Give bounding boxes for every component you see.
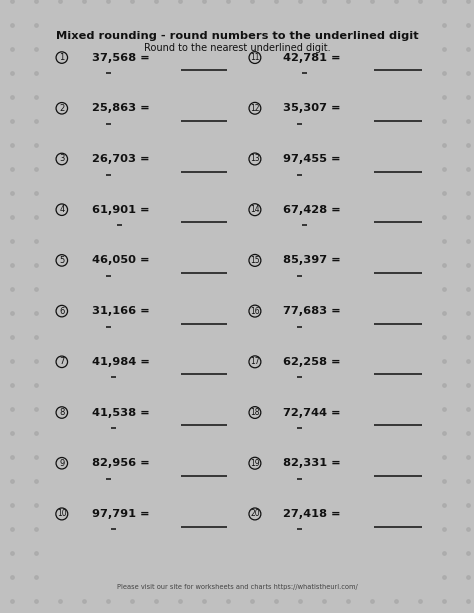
- Text: 4: 4: [59, 205, 64, 214]
- Text: 25,863 =: 25,863 =: [91, 103, 149, 113]
- Text: 82,956 =: 82,956 =: [91, 459, 149, 468]
- Text: 19: 19: [250, 459, 260, 468]
- Text: 26,703 =: 26,703 =: [91, 154, 149, 164]
- Text: 41,538 =: 41,538 =: [91, 408, 149, 417]
- Text: 31,166 =: 31,166 =: [91, 306, 149, 316]
- Text: 2: 2: [59, 104, 64, 113]
- Text: 14: 14: [250, 205, 260, 214]
- Text: 37,568 =: 37,568 =: [91, 53, 149, 63]
- Text: Round to the nearest underlined digit.: Round to the nearest underlined digit.: [144, 42, 330, 53]
- Text: 5: 5: [59, 256, 64, 265]
- Text: 3: 3: [59, 154, 64, 164]
- Text: 13: 13: [250, 154, 260, 164]
- Text: 16: 16: [250, 306, 260, 316]
- Text: 8: 8: [59, 408, 64, 417]
- Text: 18: 18: [250, 408, 260, 417]
- Text: 67,428 =: 67,428 =: [283, 205, 340, 215]
- Text: 17: 17: [250, 357, 260, 367]
- Text: 15: 15: [250, 256, 260, 265]
- Text: 9: 9: [59, 459, 64, 468]
- Text: 97,791 =: 97,791 =: [91, 509, 149, 519]
- Text: 1: 1: [59, 53, 64, 62]
- Text: Mixed rounding - round numbers to the underlined digit: Mixed rounding - round numbers to the un…: [55, 31, 419, 41]
- Text: 11: 11: [250, 53, 260, 62]
- Text: 72,744 =: 72,744 =: [283, 408, 340, 417]
- Text: 27,418 =: 27,418 =: [283, 509, 340, 519]
- Text: 42,781 =: 42,781 =: [283, 53, 340, 63]
- Text: 85,397 =: 85,397 =: [283, 256, 340, 265]
- Text: 7: 7: [59, 357, 64, 367]
- Text: 10: 10: [57, 509, 67, 519]
- Text: 41,984 =: 41,984 =: [91, 357, 149, 367]
- Text: 77,683 =: 77,683 =: [283, 306, 340, 316]
- Text: 82,331 =: 82,331 =: [283, 459, 340, 468]
- Text: 46,050 =: 46,050 =: [91, 256, 149, 265]
- Text: 97,455 =: 97,455 =: [283, 154, 340, 164]
- Text: 35,307 =: 35,307 =: [283, 103, 340, 113]
- Text: 6: 6: [59, 306, 64, 316]
- Text: 20: 20: [250, 509, 260, 519]
- Text: 12: 12: [250, 104, 260, 113]
- Text: 62,258 =: 62,258 =: [283, 357, 340, 367]
- Text: 61,901 =: 61,901 =: [91, 205, 149, 215]
- Text: Please visit our site for worksheets and charts https://whatistheurl.com/: Please visit our site for worksheets and…: [117, 584, 357, 590]
